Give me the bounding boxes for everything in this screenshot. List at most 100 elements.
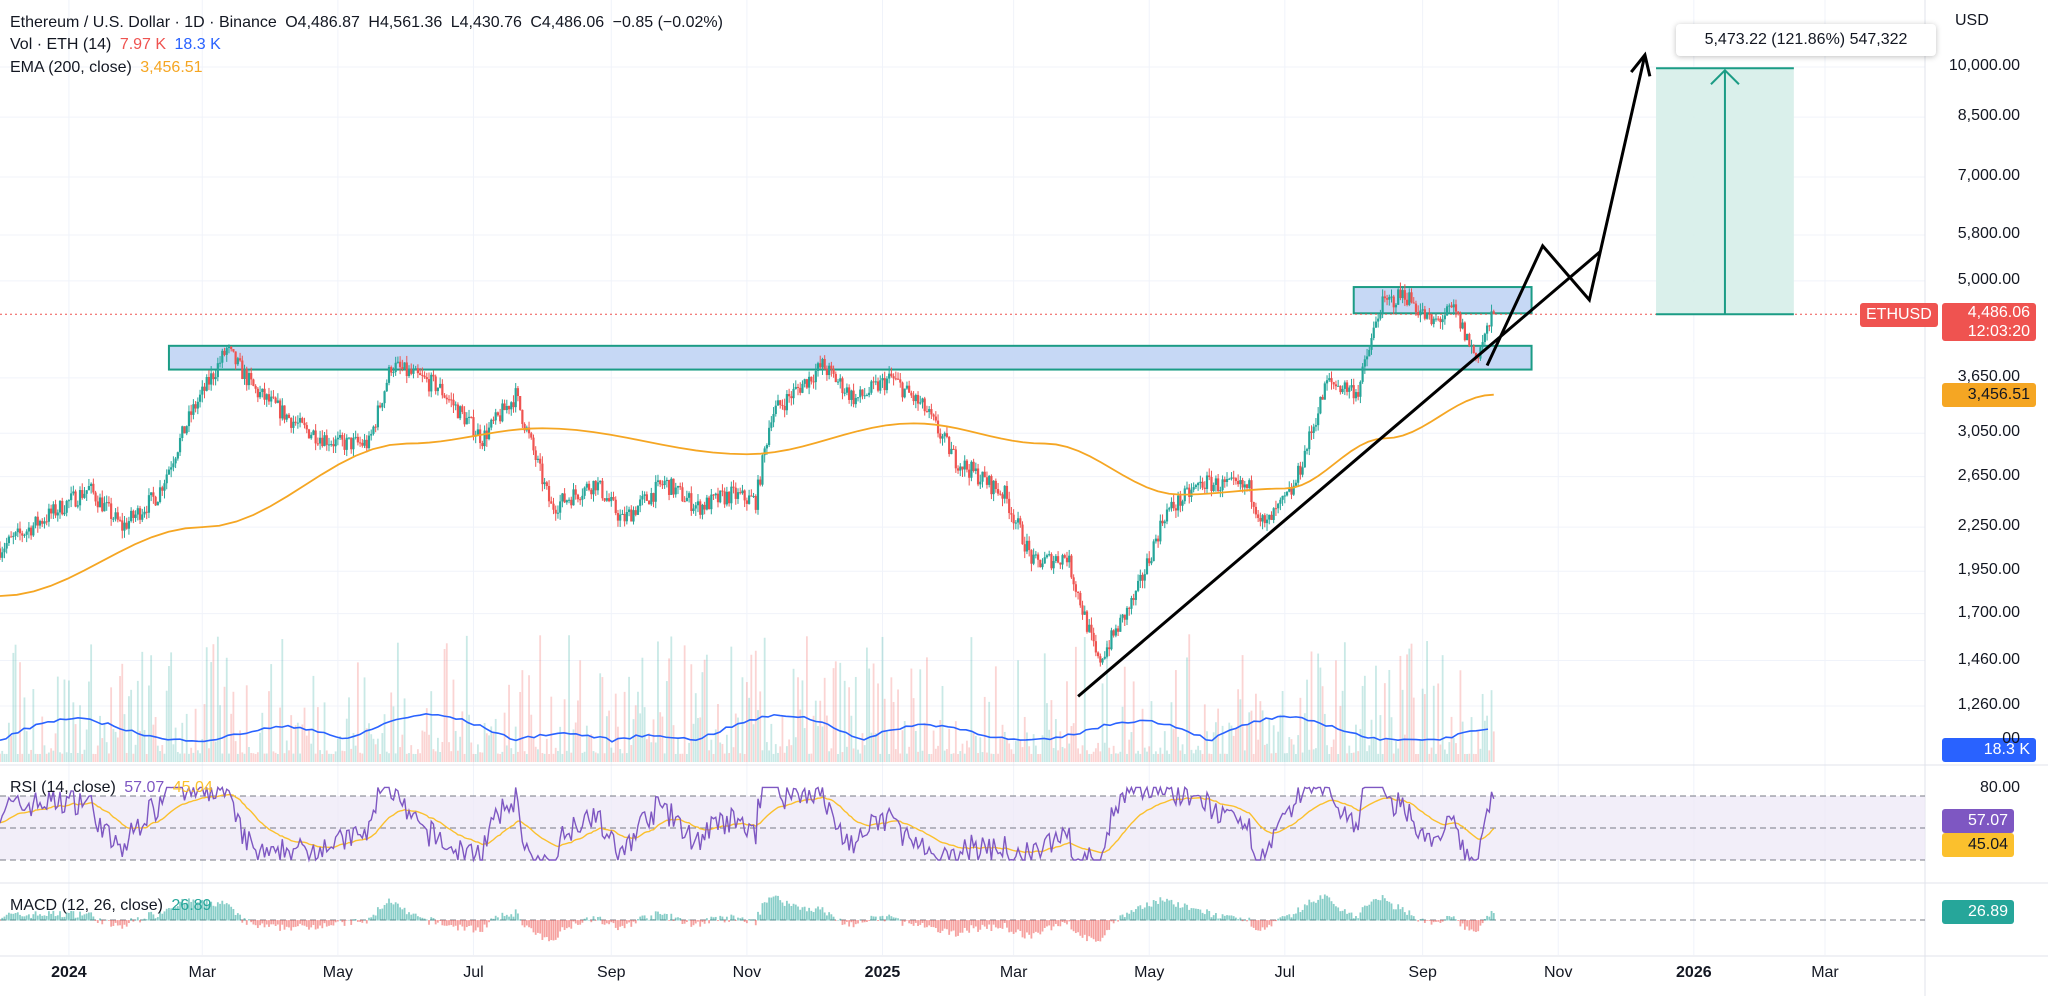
macd-bar xyxy=(325,920,328,927)
volume-bar xyxy=(1410,643,1413,762)
candle-body xyxy=(72,491,75,494)
candle-body xyxy=(507,406,511,410)
volume-bar xyxy=(921,750,924,762)
volume-bar xyxy=(1288,737,1291,762)
macd-bar xyxy=(1241,920,1244,922)
volume-bar xyxy=(168,666,170,762)
candle-body xyxy=(485,430,488,440)
macd-bar xyxy=(668,920,670,921)
macd-bar xyxy=(999,920,1002,928)
macd-bar xyxy=(265,920,268,925)
macd-bar xyxy=(85,913,88,921)
candle-body xyxy=(1045,555,1049,558)
candle-body xyxy=(407,369,411,377)
candle-body xyxy=(1472,345,1475,354)
candle-body xyxy=(403,362,406,369)
macd-bar xyxy=(617,920,619,931)
volume-bar xyxy=(374,744,377,762)
volume-bar xyxy=(674,753,677,762)
macd-bar xyxy=(1452,916,1455,921)
candle-body xyxy=(1345,382,1349,392)
volume-bar xyxy=(283,753,286,762)
macd-bar xyxy=(1152,900,1155,921)
macd-bar xyxy=(348,919,350,921)
candle-body xyxy=(330,444,333,446)
candle-body xyxy=(361,442,364,446)
volume-bar xyxy=(1377,753,1380,762)
candle-body xyxy=(305,425,308,430)
macd-bar xyxy=(508,916,510,921)
candle-body xyxy=(283,405,286,420)
volume-bar xyxy=(1292,744,1295,762)
volume-bar xyxy=(548,753,550,762)
volume-bar xyxy=(792,668,795,762)
macd-bar xyxy=(841,920,844,925)
candle-body xyxy=(712,494,715,496)
macd-bar xyxy=(1450,917,1453,921)
candle-body xyxy=(576,494,580,500)
candle-body xyxy=(1012,514,1015,524)
volume-bar xyxy=(23,697,26,762)
volume-bar xyxy=(334,751,337,762)
candle-body xyxy=(719,490,722,503)
volume-bar xyxy=(154,717,157,762)
macd-bar xyxy=(223,904,226,921)
candle-body xyxy=(574,489,577,495)
volume-bar xyxy=(1268,718,1271,762)
volume-bar xyxy=(1192,753,1195,762)
candle-body xyxy=(399,361,402,368)
candle-body xyxy=(741,490,744,494)
volume-bar xyxy=(1163,731,1166,762)
macd-bar xyxy=(1395,909,1397,921)
volume-bar xyxy=(1206,731,1208,762)
candle-body xyxy=(519,396,522,410)
candle-body xyxy=(36,516,39,526)
macd-bar xyxy=(1199,909,1202,921)
candle-body xyxy=(34,516,37,526)
macd-bar xyxy=(439,920,442,921)
macd-bar xyxy=(521,920,524,926)
candle-body xyxy=(554,509,557,514)
volume-bar xyxy=(228,753,230,762)
volume-bar xyxy=(1283,753,1286,762)
volume-bar xyxy=(812,715,815,762)
candle-body xyxy=(1234,478,1238,481)
macd-bar xyxy=(717,920,719,922)
candle-body xyxy=(1041,563,1044,568)
volume-bar xyxy=(919,669,922,762)
macd-bar xyxy=(368,917,370,921)
candle-body xyxy=(590,489,593,495)
macd-bar xyxy=(412,913,415,921)
candle-body xyxy=(1150,561,1153,564)
volume-bar xyxy=(728,753,730,762)
volume-bar xyxy=(859,753,862,762)
macd-bar xyxy=(1310,902,1313,921)
macd-bar xyxy=(1266,920,1268,928)
macd-bar xyxy=(894,917,897,921)
macd-bar xyxy=(454,920,457,926)
macd-bar xyxy=(201,899,204,921)
candle-body xyxy=(7,536,10,544)
macd-bar xyxy=(708,920,710,924)
candle-body xyxy=(1025,540,1029,552)
candle-body xyxy=(1492,311,1495,315)
volume-bar xyxy=(1479,748,1482,762)
volume-bar xyxy=(617,726,619,762)
volume-bar xyxy=(41,716,44,762)
candle-body xyxy=(1074,584,1077,592)
macd-bar xyxy=(739,918,742,921)
candle-body xyxy=(401,367,404,369)
candle-body xyxy=(1319,396,1322,414)
volume-bar xyxy=(1281,691,1284,762)
candle-body xyxy=(67,500,71,502)
currency-label[interactable]: USD xyxy=(1955,12,1989,29)
volume-bar xyxy=(1041,735,1044,762)
candle-body xyxy=(983,471,986,478)
volume-bar xyxy=(394,753,397,762)
volume-bar xyxy=(30,749,33,762)
candle-body xyxy=(110,503,113,519)
candle-body xyxy=(761,455,764,485)
candle-body xyxy=(848,387,851,400)
candle-body xyxy=(207,377,211,385)
